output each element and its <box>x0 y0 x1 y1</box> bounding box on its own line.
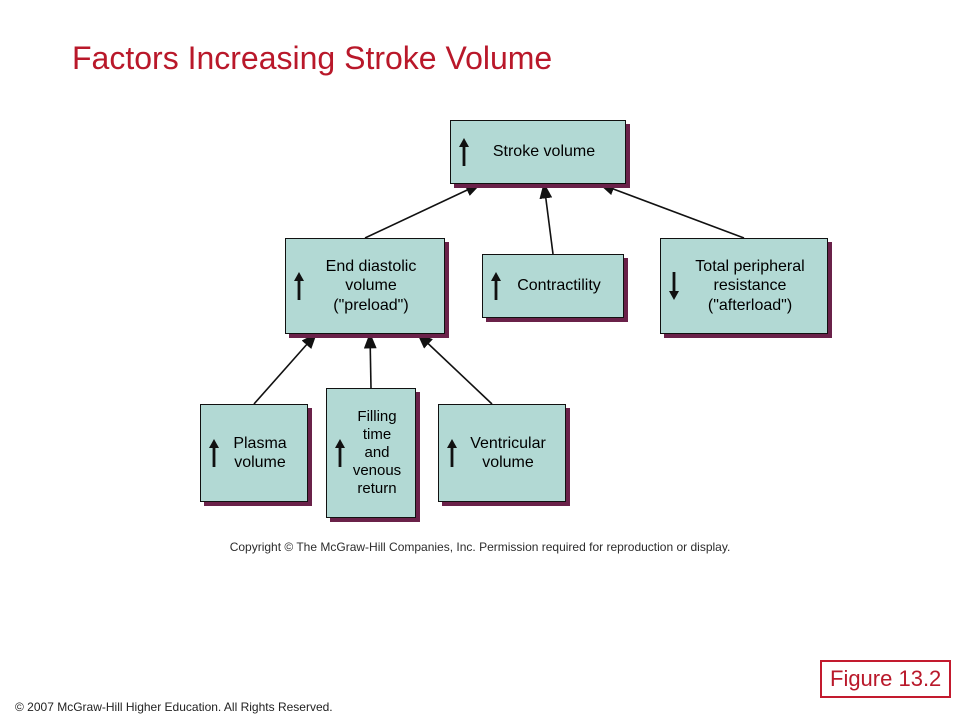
node-label: Contractility <box>517 276 601 295</box>
node-label: Filling time and venous return <box>353 408 401 498</box>
node-filling: Filling time and venous return <box>326 388 416 518</box>
edge-plasma-to-preload <box>254 334 316 404</box>
arrow-down-icon <box>667 272 681 300</box>
arrow-up-icon <box>292 272 306 300</box>
edge-afterload-to-stroke <box>600 184 744 238</box>
node-stroke: Stroke volume <box>450 120 626 184</box>
node-ventric: Ventricular volume <box>438 404 566 502</box>
node-plasma: Plasma volume <box>200 404 308 502</box>
arrow-up-icon <box>207 439 221 467</box>
edge-preload-to-stroke <box>365 184 480 238</box>
node-preload: End diastolic volume ("preload") <box>285 238 445 334</box>
arrow-up-icon <box>333 439 347 467</box>
node-label: Total peripheral resistance ("afterload"… <box>695 257 804 315</box>
node-contract: Contractility <box>482 254 624 318</box>
edge-filling-to-preload <box>370 334 371 388</box>
slide-copyright: © 2007 McGraw-Hill Higher Education. All… <box>15 700 333 714</box>
node-label: Ventricular volume <box>470 434 546 472</box>
arrow-up-icon <box>445 439 459 467</box>
edge-ventric-to-preload <box>418 334 492 404</box>
arrow-up-icon <box>489 272 503 300</box>
edges-layer <box>0 0 960 720</box>
edge-contract-to-stroke <box>544 184 553 254</box>
node-label: End diastolic volume ("preload") <box>326 257 417 315</box>
figure-label: Figure 13.2 <box>820 660 951 698</box>
node-afterload: Total peripheral resistance ("afterload"… <box>660 238 828 334</box>
diagram-caption: Copyright © The McGraw-Hill Companies, I… <box>0 540 960 554</box>
node-label: Plasma volume <box>233 434 286 472</box>
arrow-up-icon <box>457 138 471 166</box>
node-label: Stroke volume <box>493 142 595 161</box>
page-title: Factors Increasing Stroke Volume <box>72 40 552 77</box>
